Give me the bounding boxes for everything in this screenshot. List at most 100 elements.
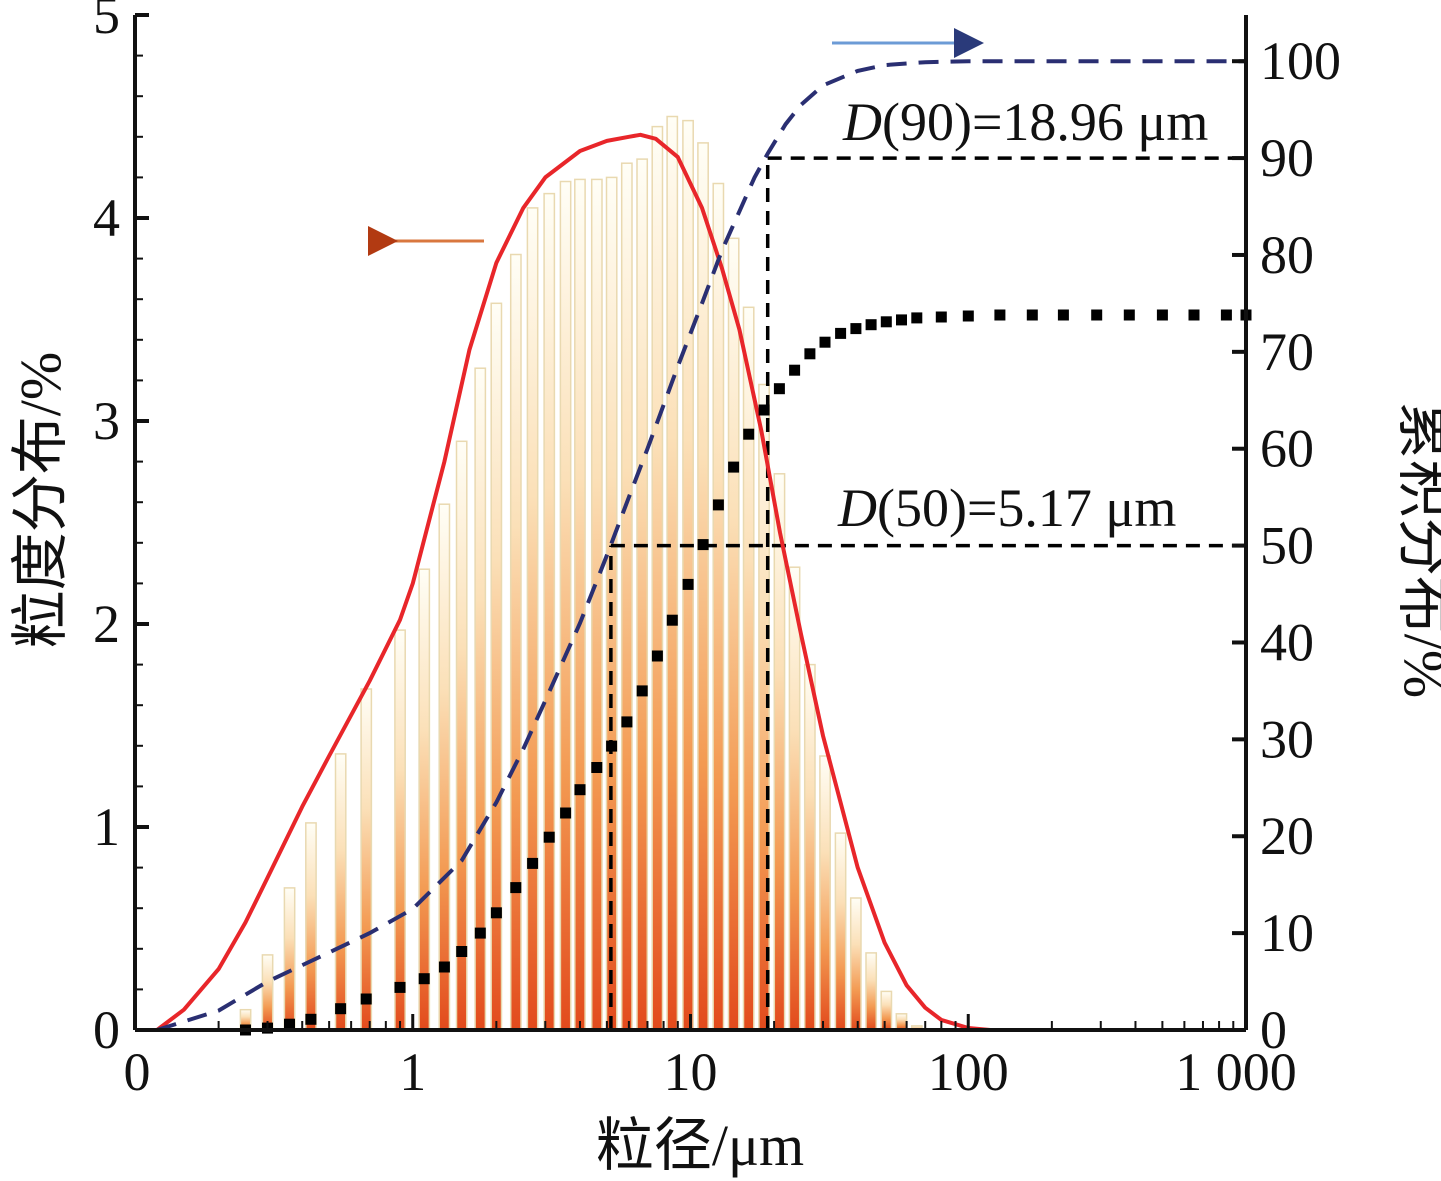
cumulative-point — [911, 312, 923, 324]
cumulative-point — [527, 857, 539, 869]
cumulative-point — [1220, 309, 1232, 321]
y-right-tick-label: 0 — [1260, 1000, 1287, 1060]
cumulative-point — [418, 973, 430, 985]
cumulative-point — [591, 762, 603, 773]
cumulative-point — [1091, 309, 1103, 321]
cumulative-point — [773, 383, 785, 395]
cumulative-point — [305, 1013, 317, 1025]
cumulative-point — [935, 311, 947, 323]
cumulative-point — [1188, 309, 1200, 321]
y-right-tick-label: 100 — [1260, 31, 1341, 91]
histogram-bar — [526, 207, 539, 1031]
cumulative-point — [865, 319, 877, 331]
histogram-bar — [834, 832, 847, 1031]
histogram-bar — [334, 753, 347, 1031]
density-curve-group — [155, 132, 991, 1032]
x-tick-label: 100 — [928, 1042, 1009, 1102]
cumulative-point — [335, 1003, 347, 1015]
cumulative-point — [284, 1018, 295, 1030]
cumulative-point — [962, 310, 974, 322]
x-tick-label: 1 — [399, 1042, 426, 1102]
histogram-bar — [849, 897, 862, 1031]
histogram-bar — [636, 158, 649, 1031]
histogram-bar — [509, 253, 522, 1031]
cumulative-point — [880, 316, 892, 328]
histogram-bar — [819, 755, 831, 1031]
cumulative-point — [360, 993, 372, 1005]
density-curve — [155, 132, 991, 1032]
y-left-tick-label: 2 — [93, 594, 120, 654]
cumulative-point — [835, 327, 847, 339]
y-left-tick-label: 0 — [93, 1000, 120, 1060]
histogram-bar — [788, 566, 801, 1031]
histogram-bar — [865, 952, 878, 1031]
d50-annotation-prefix: D — [837, 478, 877, 538]
histogram-bar — [712, 182, 725, 1031]
y-right-tick-label: 60 — [1260, 419, 1314, 479]
histogram-bar — [360, 688, 373, 1031]
cumulative-point — [651, 650, 663, 662]
x-axis-title: 粒径/μm — [596, 1113, 804, 1178]
cumulative-point — [850, 323, 862, 335]
d50-annotation: D(50)=5.17 μm — [837, 478, 1176, 538]
histogram-bar — [590, 178, 603, 1031]
cumulative-point — [896, 314, 907, 326]
d90-annotation: D(90)=18.96 μm — [842, 92, 1208, 152]
x-tick-label: 1 000 — [1175, 1042, 1297, 1102]
histogram-bar — [666, 115, 679, 1031]
y-right-tick-label: 50 — [1260, 516, 1314, 576]
cumulative-point — [789, 364, 801, 376]
histogram-bar — [438, 503, 451, 1031]
y-axis-left-title: 粒度分布/% — [8, 352, 73, 648]
cumulative-point — [560, 807, 572, 819]
histogram-bar — [651, 125, 664, 1031]
histogram-bar — [543, 192, 556, 1031]
cumulative-point — [758, 404, 770, 416]
y-left-tick-label: 1 — [93, 797, 120, 857]
d-value-guide-lines — [609, 156, 1246, 1030]
y-right-tick-label: 40 — [1260, 613, 1314, 673]
histogram-bar — [418, 568, 431, 1031]
cumulative-point — [456, 946, 468, 957]
cumulative-point — [636, 685, 648, 697]
histogram-bar — [620, 162, 633, 1031]
histogram-bar — [895, 1013, 908, 1031]
cumulative-point — [697, 539, 709, 551]
cumulative-point — [1026, 309, 1038, 321]
cumulative-point — [394, 981, 406, 993]
histogram-bar — [490, 302, 503, 1031]
cumulative-point — [510, 882, 522, 894]
y-right-tick-label: 30 — [1260, 709, 1314, 769]
histogram-bar — [880, 990, 893, 1031]
cumulative-point — [712, 499, 724, 511]
histogram-bar — [559, 180, 572, 1031]
cumulative-point — [606, 740, 618, 752]
cumulative-point — [1123, 309, 1135, 321]
cumulative-point — [1057, 309, 1069, 321]
y-right-tick-label: 10 — [1260, 903, 1314, 963]
histogram-bar — [455, 440, 468, 1031]
cumulative-curve-group — [156, 59, 1246, 1032]
y-right-tick-label: 90 — [1260, 128, 1314, 188]
d90-annotation-prefix: D — [842, 92, 882, 152]
cumulative-point — [728, 461, 740, 473]
cumulative-point — [682, 578, 694, 590]
cumulative-point — [666, 614, 678, 626]
axes — [133, 13, 1248, 1032]
cumulative-point — [621, 716, 633, 728]
histogram-bar — [742, 306, 755, 1031]
y-axis-right-title: 累积分布/% — [1392, 402, 1441, 698]
d90-annotation-rest: (90)=18.96 μm — [882, 92, 1208, 152]
histogram-bar — [803, 663, 816, 1031]
histogram-bar — [283, 887, 296, 1031]
cumulative-point — [543, 831, 555, 843]
cumulative-point — [574, 784, 586, 796]
cumulative-point — [438, 961, 450, 973]
histogram-bars — [239, 115, 923, 1031]
y-left-tick-label: 3 — [93, 391, 120, 451]
cumulative-point — [743, 428, 755, 440]
cumulative-point — [819, 336, 831, 348]
d50-annotation-rest: (50)=5.17 μm — [877, 478, 1176, 538]
cumulative-point — [804, 348, 816, 360]
